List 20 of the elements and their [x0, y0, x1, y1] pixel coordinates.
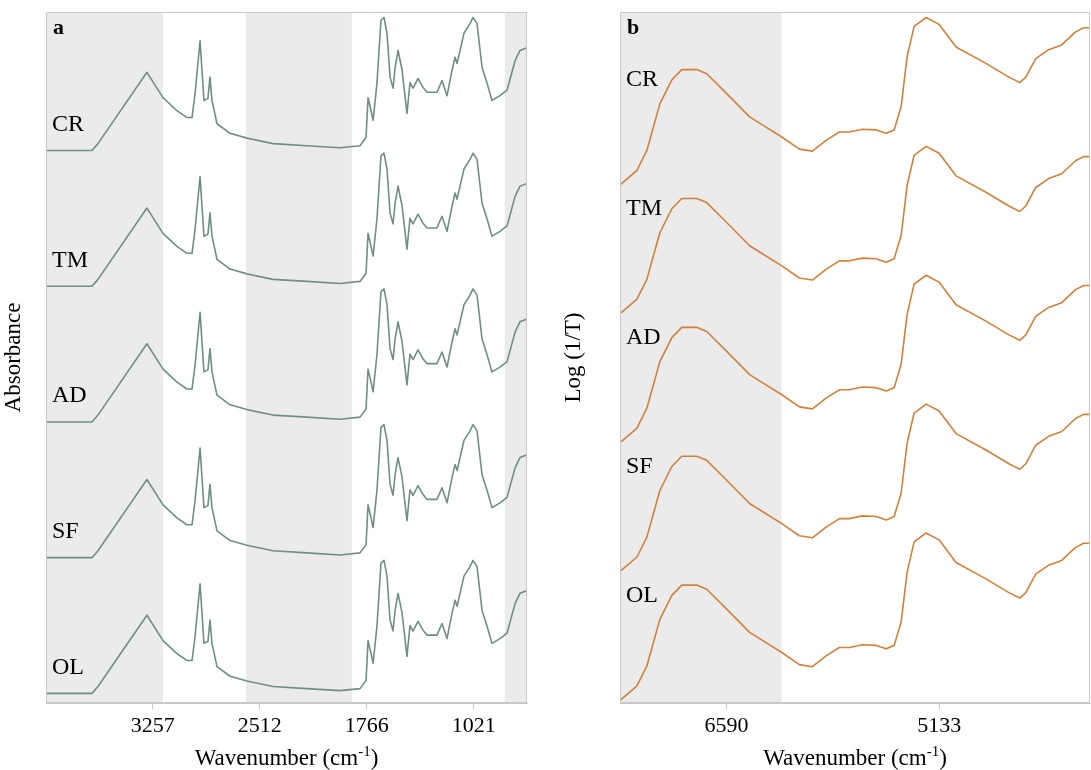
chart-title: a — [53, 13, 64, 39]
y-axis-title: Absorbance — [0, 302, 25, 413]
x-tick-label: 3257 — [130, 711, 175, 737]
x-tick-label: 5133 — [917, 711, 962, 737]
y-axis-title: Log (1/T) — [559, 312, 585, 403]
series-label: SF — [52, 516, 79, 543]
series-label: CR — [52, 109, 85, 136]
series-label: SF — [626, 451, 653, 478]
series-label: CR — [626, 65, 659, 92]
series-label: OL — [52, 652, 84, 679]
chart-title: b — [627, 13, 640, 39]
x-tick-label: 2512 — [237, 711, 282, 737]
series-label: OL — [626, 580, 658, 607]
x-tick-label: 1021 — [451, 711, 496, 737]
x-tick-label: 1766 — [344, 711, 389, 737]
series-label: AD — [52, 381, 87, 408]
series-label: AD — [626, 323, 661, 350]
series-label: TM — [626, 194, 662, 221]
x-tick-label: 6590 — [704, 711, 749, 737]
series-label: TM — [52, 245, 88, 272]
